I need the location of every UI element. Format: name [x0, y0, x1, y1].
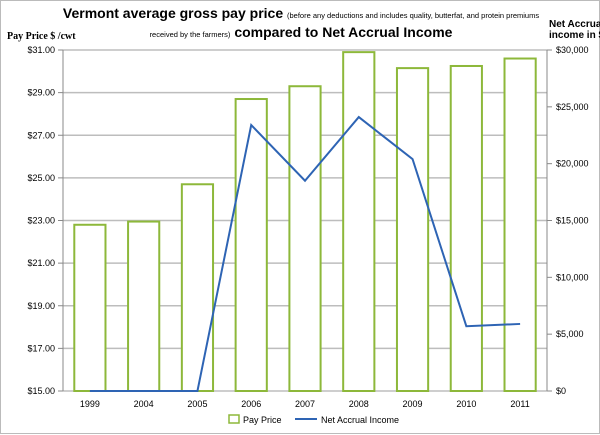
left-tick-label: $17.00 [27, 343, 55, 353]
title-main: Vermont average gross pay price [62, 5, 284, 21]
bar-pay-price [127, 220, 161, 392]
right-tick-label: $5,000 [556, 329, 584, 339]
x-tick-label: 2005 [187, 399, 207, 409]
legend-label-net-accrual: Net Accrual Income [321, 415, 399, 425]
x-tick-label: 2006 [241, 399, 261, 409]
x-tick-label: 1999 [80, 399, 100, 409]
x-tick-label: 2011 [510, 399, 529, 409]
right-axis-label-2: income in $ [549, 30, 600, 41]
left-axis-label: Pay Price $ /cwt [7, 31, 76, 42]
bar-pay-price [73, 223, 107, 392]
bar-pay-price [288, 85, 322, 392]
legend-label-pay-price: Pay Price [243, 415, 282, 425]
right-tick-label: $30,000 [556, 45, 589, 55]
left-tick-label: $21.00 [27, 258, 55, 268]
left-tick-label: $29.00 [27, 88, 55, 98]
right-axis-label-1: Net Accrual [549, 19, 600, 30]
bar-pay-price [449, 64, 483, 392]
bar-pay-price [395, 67, 430, 392]
right-tick-label: $25,000 [556, 102, 589, 112]
left-tick-label: $27.00 [27, 130, 55, 140]
x-tick-label: 2009 [403, 399, 423, 409]
bar-pay-price [503, 57, 537, 393]
right-tick-label: $15,000 [556, 216, 589, 226]
bar-pay-price [234, 98, 268, 393]
line-net-accrual-income [89, 115, 521, 392]
right-tick-label: $10,000 [556, 272, 589, 282]
left-tick-label: $31.00 [27, 45, 55, 55]
chart-title-end: compared to Net Accrual Income [234, 24, 453, 40]
left-tick-label: $23.00 [27, 216, 55, 226]
right-tick-label: $20,000 [556, 159, 589, 169]
x-tick-label: 2008 [349, 399, 369, 409]
title-note: (before any deductions and includes qual… [149, 11, 540, 39]
x-tick-label: 2007 [295, 399, 315, 409]
left-tick-label: $25.00 [27, 173, 55, 183]
right-tick-label: $0 [556, 386, 566, 396]
x-tick-label: 2010 [456, 399, 476, 409]
left-tick-label: $19.00 [27, 301, 55, 311]
bar-pay-price [342, 51, 376, 392]
chart-title: Vermont average gross pay price (before … [61, 5, 541, 43]
left-tick-label: $15.00 [27, 386, 55, 396]
bar-pay-price [180, 183, 215, 392]
legend-swatch-pay-price [228, 414, 240, 424]
x-tick-label: 2004 [134, 399, 154, 409]
